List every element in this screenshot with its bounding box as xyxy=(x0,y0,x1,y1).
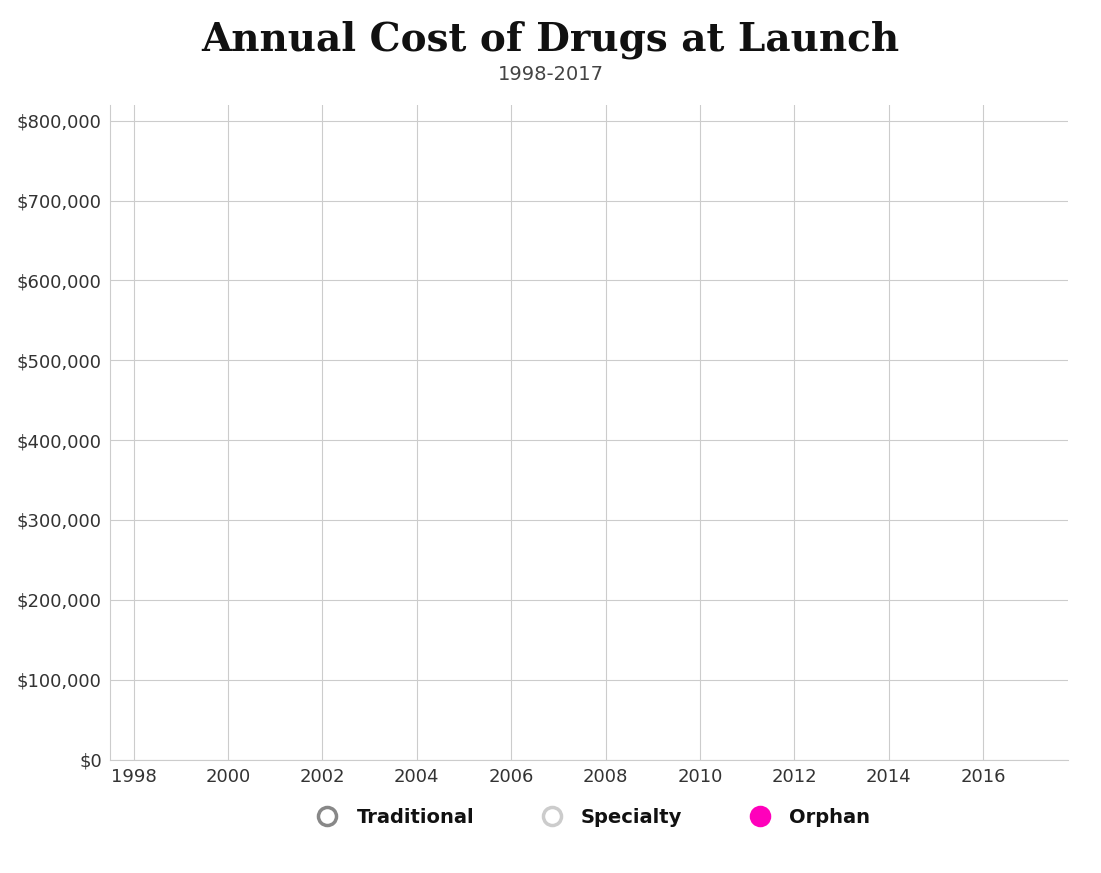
Text: Annual Cost of Drugs at Launch: Annual Cost of Drugs at Launch xyxy=(201,20,900,58)
Text: 1998-2017: 1998-2017 xyxy=(498,65,603,84)
Legend: Traditional, Specialty, Orphan: Traditional, Specialty, Orphan xyxy=(299,801,879,835)
